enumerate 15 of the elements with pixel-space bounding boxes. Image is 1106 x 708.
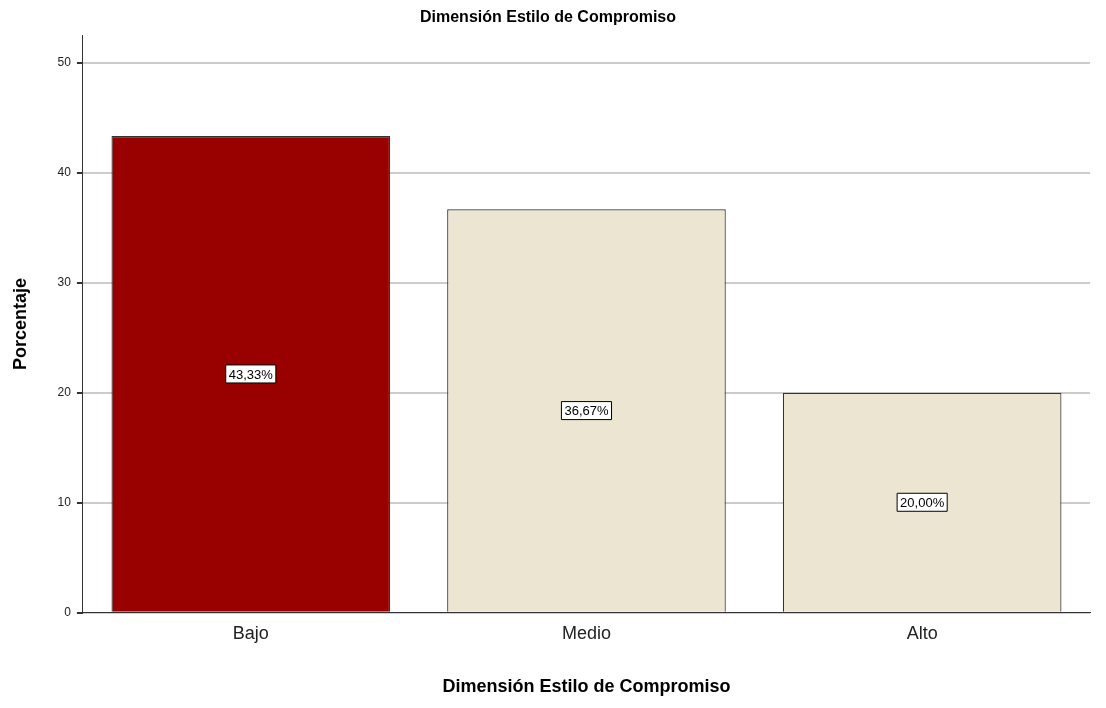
y-axis-title: Porcentaje: [9, 277, 30, 371]
x-tick-label: Bajo: [232, 622, 269, 643]
y-tick-label: 50: [57, 55, 72, 70]
data-label: 43,33%: [228, 366, 274, 382]
y-tick-label: 20: [57, 385, 72, 400]
x-tick-label: Alto: [906, 622, 938, 643]
data-label: 36,67%: [564, 403, 609, 419]
x-tick-label: Medio: [561, 622, 611, 643]
x-axis-title: Dimensión Estilo de Compromiso: [442, 676, 731, 697]
data-label: 20,00%: [900, 494, 945, 510]
y-tick-label: 0: [64, 605, 72, 620]
y-tick-label: 30: [57, 275, 72, 290]
y-tick-label: 40: [57, 165, 72, 180]
chart-title: Dimensión Estilo de Compromiso: [419, 8, 677, 26]
y-tick-label: 10: [57, 495, 72, 510]
